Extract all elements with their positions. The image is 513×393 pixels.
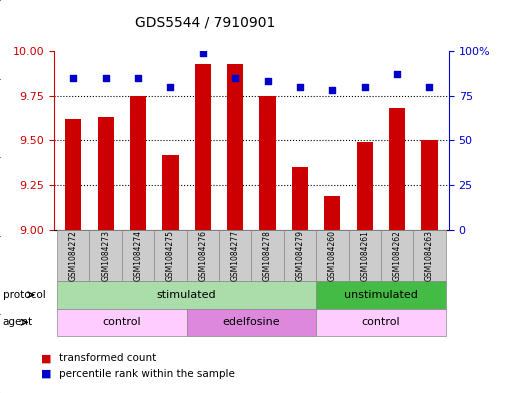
Text: GSM1084275: GSM1084275 [166, 230, 175, 281]
Point [69, 75, 77, 81]
Text: ■: ■ [41, 369, 51, 379]
Bar [187, 230, 219, 281]
Bar [348, 230, 381, 281]
Text: control: control [103, 317, 141, 327]
Text: GSM1084276: GSM1084276 [199, 230, 207, 281]
Text: edelfosine: edelfosine [223, 317, 280, 327]
Bar [421, 140, 438, 230]
Bar [227, 64, 243, 230]
Text: GSM1084278: GSM1084278 [263, 230, 272, 281]
Text: GSM1084272: GSM1084272 [69, 230, 78, 281]
Point [199, 50, 207, 56]
Bar [389, 108, 405, 230]
Bar [316, 309, 446, 336]
Bar [251, 230, 284, 281]
Bar [65, 119, 82, 230]
Bar [195, 64, 211, 230]
Text: transformed count: transformed count [59, 353, 156, 364]
Point [361, 84, 369, 90]
Text: GSM1084273: GSM1084273 [101, 230, 110, 281]
Bar [97, 117, 114, 230]
Bar [292, 167, 308, 230]
Point [166, 84, 174, 90]
Point [425, 84, 433, 90]
Text: percentile rank within the sample: percentile rank within the sample [59, 369, 235, 379]
Bar [162, 155, 179, 230]
Bar [154, 230, 187, 281]
Point [264, 78, 272, 84]
Bar [89, 230, 122, 281]
Point [231, 75, 239, 81]
Text: GSM1084277: GSM1084277 [231, 230, 240, 281]
Bar [130, 96, 146, 230]
Bar [413, 230, 446, 281]
Point [393, 71, 401, 77]
Bar [57, 230, 89, 281]
Text: ■: ■ [41, 353, 51, 364]
Bar [381, 230, 413, 281]
Point [328, 87, 337, 94]
Bar [57, 281, 316, 309]
Text: GSM1084260: GSM1084260 [328, 230, 337, 281]
Text: GSM1084274: GSM1084274 [133, 230, 143, 281]
Bar [219, 230, 251, 281]
Bar [284, 230, 316, 281]
Text: protocol: protocol [3, 290, 45, 300]
Text: GSM1084262: GSM1084262 [392, 230, 402, 281]
Bar [316, 281, 446, 309]
Text: GSM1084263: GSM1084263 [425, 230, 434, 281]
Text: stimulated: stimulated [157, 290, 216, 300]
Text: unstimulated: unstimulated [344, 290, 418, 300]
Point [134, 75, 142, 81]
Bar [260, 96, 275, 230]
Bar [57, 309, 187, 336]
Text: GSM1084279: GSM1084279 [295, 230, 304, 281]
Text: control: control [362, 317, 400, 327]
Bar [324, 196, 341, 230]
Bar [187, 309, 316, 336]
Bar [316, 230, 348, 281]
Text: GSM1084261: GSM1084261 [360, 230, 369, 281]
Bar [357, 142, 373, 230]
Text: agent: agent [3, 317, 33, 327]
Point [102, 75, 110, 81]
Bar [122, 230, 154, 281]
Text: GDS5544 / 7910901: GDS5544 / 7910901 [135, 16, 275, 30]
Point [296, 84, 304, 90]
